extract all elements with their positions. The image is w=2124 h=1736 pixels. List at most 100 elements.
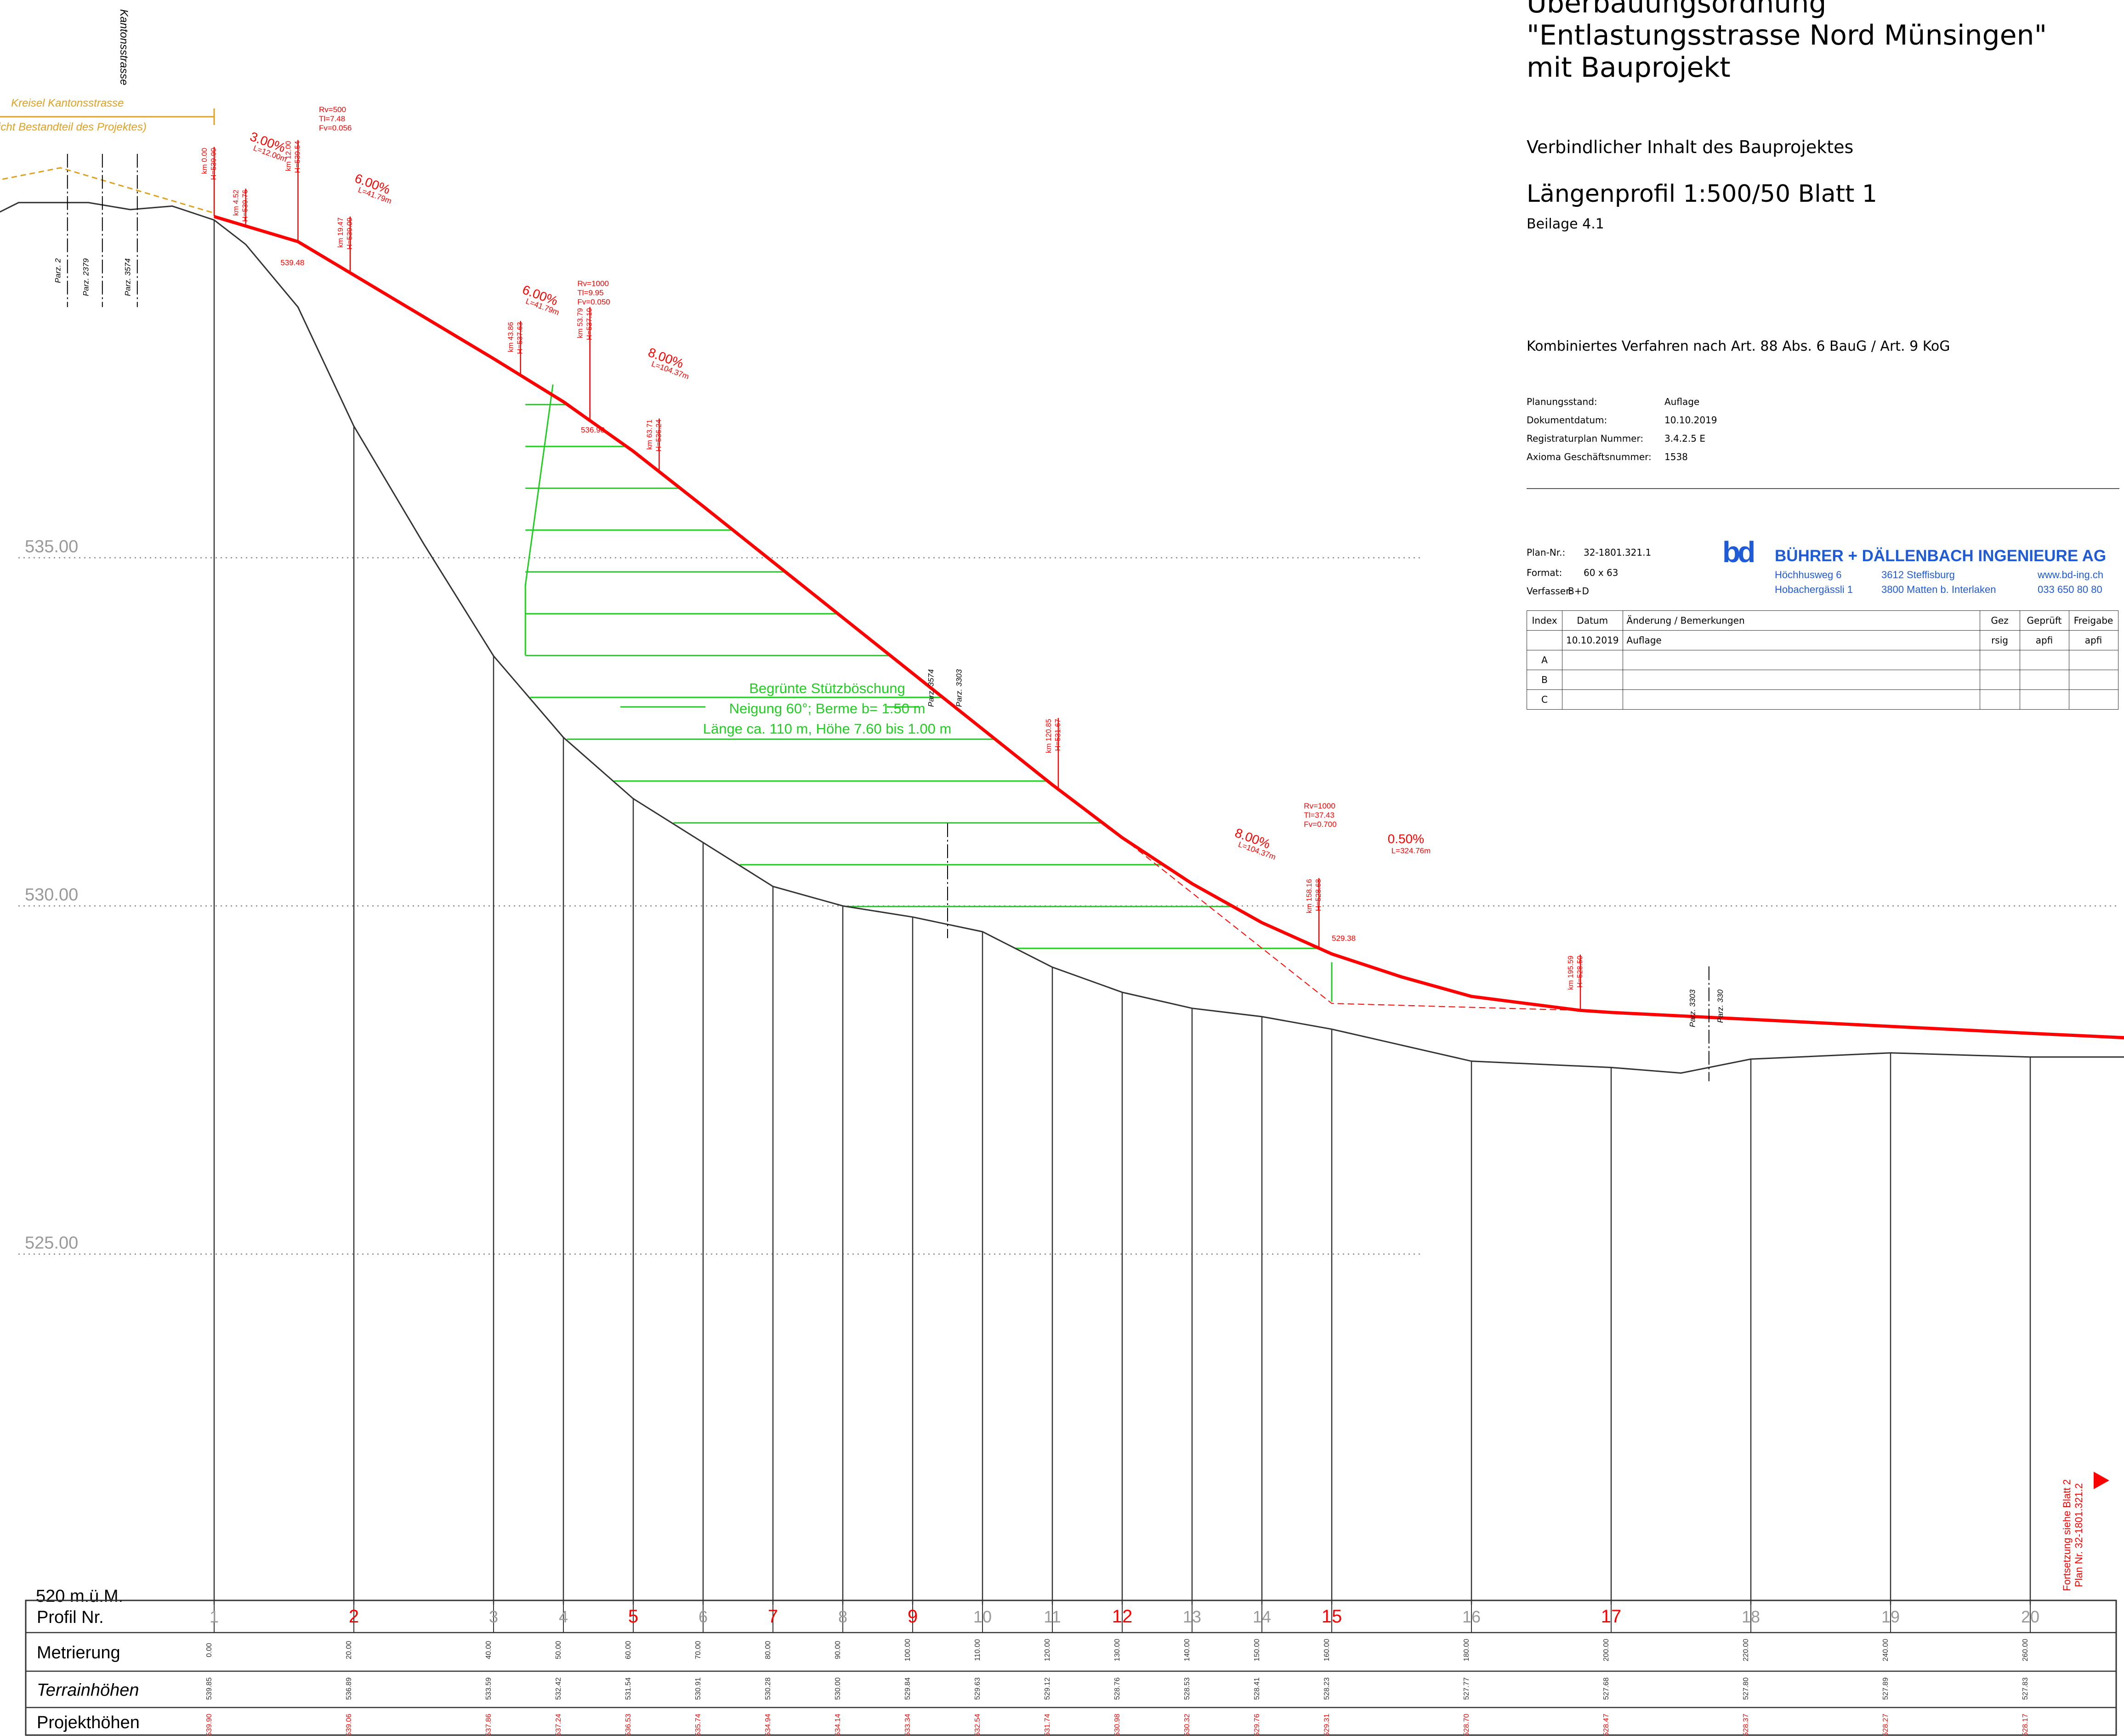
profile-number: 6 xyxy=(699,1607,708,1626)
vertical-element-label: H=539.54 xyxy=(294,141,301,173)
band-metrierung: 240.00 xyxy=(1882,1639,1890,1661)
vertical-element-label: km 195.59 xyxy=(1567,956,1575,990)
meta-label-registry: Registraturplan Nummer: xyxy=(1527,433,1644,444)
band-terrain: 529.84 xyxy=(904,1677,912,1700)
rev-cell xyxy=(1562,650,1623,670)
band-project: 539.06 xyxy=(345,1713,353,1736)
band-frame xyxy=(25,1599,2117,1736)
revision-table: Index Datum Änderung / Bemerkungen Gez G… xyxy=(1527,610,2118,710)
band-metrierung: 50.00 xyxy=(555,1641,562,1659)
curve-parameter: Rv=1000 xyxy=(1304,802,1335,810)
spot-height: 529.38 xyxy=(1332,934,1356,943)
band-label: Metrierung xyxy=(37,1643,120,1662)
band-metrierung: 0.00 xyxy=(205,1643,213,1657)
parcel-label: Parz. 330 xyxy=(1716,989,1725,1023)
band-project: 529.76 xyxy=(1253,1713,1261,1736)
band-project: 528.47 xyxy=(1602,1713,1610,1736)
rev-header-checked: Geprüft xyxy=(2019,610,2069,631)
band-terrain: 529.12 xyxy=(1044,1677,1051,1700)
plan-info-value-format: 60 x 63 xyxy=(1584,567,1619,578)
band-terrain: 528.23 xyxy=(1323,1677,1331,1700)
band-metrierung: 150.00 xyxy=(1253,1639,1261,1661)
band-metrierung: 260.00 xyxy=(2022,1639,2029,1661)
band-project: 532.54 xyxy=(974,1713,982,1736)
band-terrain: 531.54 xyxy=(625,1677,632,1700)
band-metrierung: 120.00 xyxy=(1044,1639,1051,1661)
meta-label-axioma: Axioma Geschäftsnummer: xyxy=(1527,451,1652,462)
embankment-hatch: Begrünte Stützböschung Neigung 60°; Berme… xyxy=(524,384,1333,1002)
firm-web: www.bd-ing.ch xyxy=(2038,569,2104,581)
band-project: 534.94 xyxy=(764,1713,772,1736)
plan-info-label-format: Format: xyxy=(1527,567,1562,578)
vertical-element-label: km 0.00 xyxy=(201,148,209,174)
band-metrierung: 60.00 xyxy=(625,1641,632,1659)
band-metrierung: 80.00 xyxy=(764,1641,772,1659)
rev-cell xyxy=(1622,670,1980,690)
meta-label-date: Dokumentdatum: xyxy=(1527,415,1607,426)
embankment-label: Begrünte Stützböschung xyxy=(749,680,905,696)
profile-number: 12 xyxy=(1112,1606,1133,1627)
curve-parameter: Tl=7.48 xyxy=(319,114,345,123)
firm-address-1: Höchhusweg 6 xyxy=(1775,569,1842,581)
elevation-grid: 535.00 530.00 525.00 520 m.ü.M. xyxy=(18,537,2116,1606)
vertical-element-label: H=537.63 xyxy=(517,322,524,354)
grid-label: 535.00 xyxy=(25,537,78,557)
continuation-note: Plan Nr. 32-1801.321.2 xyxy=(2073,1483,2084,1587)
content-note: Verbindlicher Inhalt des Bauprojektes xyxy=(1527,137,1854,157)
grid-label: 530.00 xyxy=(25,885,78,905)
revision-row: A xyxy=(1527,650,2118,670)
rev-cell: A xyxy=(1527,650,1562,670)
curve-parameter: Rv=500 xyxy=(319,105,346,114)
revision-row: 10.10.2019 Auflage rsig apfi apfi xyxy=(1527,630,2118,650)
vertical-element-label: km 19.47 xyxy=(337,217,345,248)
band-project: 531.74 xyxy=(1044,1713,1051,1736)
band-project: 528.27 xyxy=(1882,1713,1890,1736)
profile-number: 1 xyxy=(210,1607,219,1626)
band-metrierung: 110.00 xyxy=(974,1639,982,1661)
band-terrain: 530.91 xyxy=(694,1677,702,1700)
band-metrierung: 90.00 xyxy=(834,1641,842,1659)
meta-value-registry: 3.4.2.5 E xyxy=(1664,433,1705,444)
rev-header-change: Änderung / Bemerkungen xyxy=(1622,610,1980,631)
terrain-line xyxy=(0,202,2124,1074)
meta-value-date: 10.10.2019 xyxy=(1664,415,1717,426)
profile-number: 15 xyxy=(1322,1606,1342,1627)
profile-number: 5 xyxy=(628,1606,638,1627)
meta-value-axioma: 1538 xyxy=(1664,451,1688,462)
profile-number: 8 xyxy=(838,1607,847,1626)
rev-cell xyxy=(2019,650,2069,670)
band-terrain: 530.00 xyxy=(834,1677,842,1700)
band-project: 533.34 xyxy=(904,1713,912,1736)
parcel-label: Parz. 3303 xyxy=(1688,989,1697,1027)
embankment-label: Neigung 60°; Berme b= 1.50 m xyxy=(729,700,926,717)
firm-phone: 033 650 80 80 xyxy=(2038,584,2102,595)
firm-name: BÜHRER + DÄLLENBACH INGENIEURE AG xyxy=(1775,547,2107,565)
vertical-element-label: km 158.16 xyxy=(1306,879,1313,913)
band-metrierung: 200.00 xyxy=(1602,1639,1610,1661)
band-terrain: 527.77 xyxy=(1463,1677,1471,1700)
continuation-arrow xyxy=(2094,1472,2109,1489)
project-line xyxy=(213,215,2124,1040)
rev-cell: apfi xyxy=(2068,630,2118,650)
revision-row: C xyxy=(1527,689,2118,710)
plan-title: Längenprofil 1:500/50 Blatt 1 xyxy=(1527,180,1877,208)
project-tangent-dashed xyxy=(1122,837,1580,1011)
rev-header-date: Datum xyxy=(1562,610,1623,631)
roundabout-label: Kreisel Kantonsstrasse xyxy=(11,97,124,109)
profile-number: 11 xyxy=(1044,1607,1061,1626)
profile-number: 20 xyxy=(2021,1607,2039,1626)
meta-value-status: Auflage xyxy=(1664,396,1700,407)
vertical-element-label: H=537.10 xyxy=(586,308,594,340)
parcel-label: Parz. 2 xyxy=(54,258,62,283)
band-metrierung: 20.00 xyxy=(345,1641,353,1659)
band-terrain: 529.63 xyxy=(974,1677,982,1700)
band-terrain: 532.42 xyxy=(555,1677,562,1700)
rev-header-approved: Freigabe xyxy=(2068,610,2118,631)
band-project: 535.74 xyxy=(694,1713,702,1736)
band-label: Projekthöhen xyxy=(37,1713,140,1732)
band-project: 528.70 xyxy=(1463,1713,1471,1736)
curve-parameter: Tl=9.95 xyxy=(577,289,603,297)
parcel-label: Parz. 3574 xyxy=(927,669,936,707)
curve-parameter: Fv=0.056 xyxy=(319,124,352,132)
band-terrain: 539.85 xyxy=(205,1677,213,1700)
